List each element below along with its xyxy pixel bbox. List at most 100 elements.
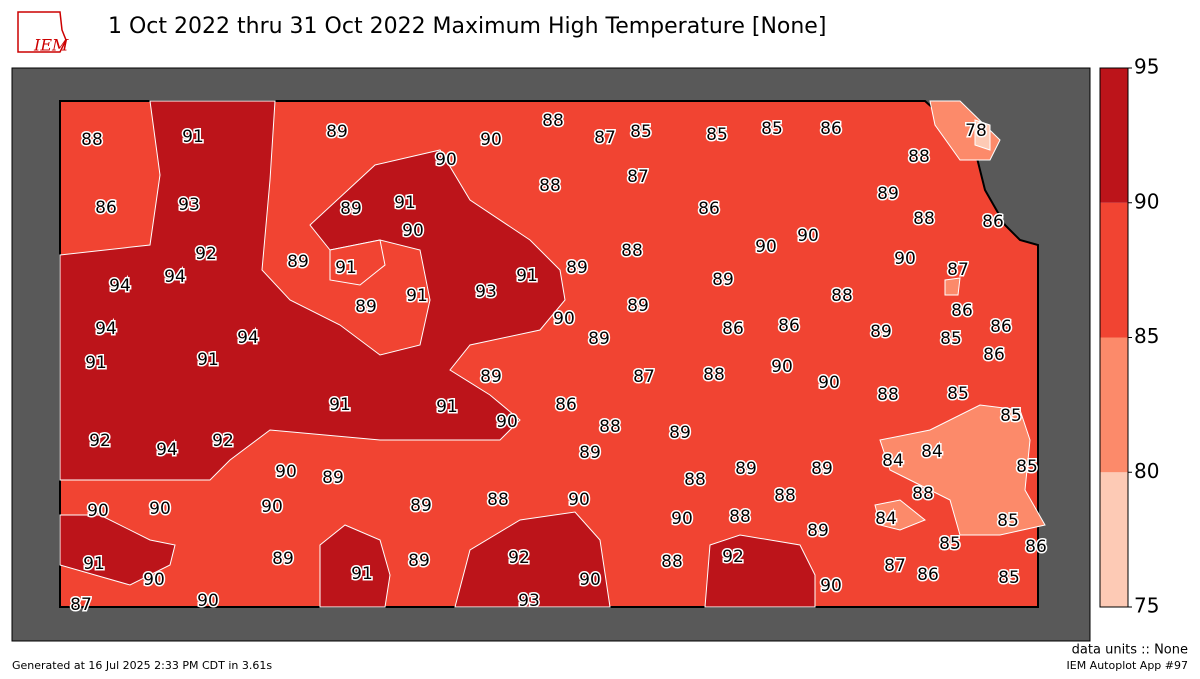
station-value: 86 (983, 345, 1005, 365)
station-value: 85 (997, 511, 1019, 531)
station-value: 89 (322, 468, 344, 488)
colorbar-tick-label: 95 (1134, 55, 1159, 79)
station-value: 86 (778, 316, 800, 336)
station-value: 86 (917, 565, 939, 585)
station-value: 90 (579, 570, 601, 590)
generated-note: Generated at 16 Jul 2025 2:33 PM CDT in … (12, 659, 272, 672)
station-value: 86 (95, 198, 117, 218)
station-value: 88 (684, 470, 706, 490)
station-value: 85 (1000, 406, 1022, 426)
station-value: 91 (329, 395, 351, 415)
station-value: 89 (272, 549, 294, 569)
colorbar-tick-label: 80 (1134, 459, 1159, 483)
station-value: 92 (722, 547, 744, 567)
station-value: 89 (712, 270, 734, 290)
station-value: 88 (729, 507, 751, 527)
station-value: 94 (109, 276, 131, 296)
station-value: 86 (820, 119, 842, 139)
station-value: 90 (755, 237, 777, 257)
station-value: 88 (831, 286, 853, 306)
units-note: data units :: None (1072, 643, 1188, 658)
station-value: 89 (326, 122, 348, 142)
station-value: 90 (261, 497, 283, 517)
contour-high (59, 100, 816, 608)
station-value: 88 (703, 365, 725, 385)
colorbar-tick-label: 85 (1134, 324, 1159, 348)
station-value: 88 (542, 111, 564, 131)
station-value: 94 (164, 267, 186, 287)
station-value: 90 (797, 226, 819, 246)
colorbar-bin (1100, 202, 1128, 338)
station-value: 87 (594, 128, 616, 148)
station-value: 94 (95, 319, 117, 339)
station-value: 85 (630, 122, 652, 142)
logo-text: IEM (33, 36, 69, 55)
station-value: 90 (568, 490, 590, 510)
station-value: 86 (555, 395, 577, 415)
station-value: 90 (275, 462, 297, 482)
colorbar-bin (1100, 337, 1128, 473)
station-value: 86 (990, 317, 1012, 337)
station-value: 85 (706, 125, 728, 145)
station-value: 92 (195, 244, 217, 264)
station-value: 89 (807, 521, 829, 541)
station-value: 89 (579, 443, 601, 463)
station-value: 87 (627, 167, 649, 187)
station-value: 92 (212, 431, 234, 451)
station-value: 84 (882, 451, 904, 471)
station-value: 86 (1025, 537, 1047, 557)
station-value: 91 (83, 554, 105, 574)
station-value: 90 (671, 509, 693, 529)
station-value: 91 (516, 266, 538, 286)
station-value: 85 (998, 568, 1020, 588)
title: 1 Oct 2022 thru 31 Oct 2022 Maximum High… (108, 14, 826, 39)
station-value: 89 (340, 199, 362, 219)
station-value: 90 (820, 576, 842, 596)
station-value: 85 (947, 384, 969, 404)
logo-outline (17, 11, 67, 53)
colorbar-tick-label: 75 (1134, 594, 1159, 618)
station-value: 87 (633, 367, 655, 387)
station-value: 88 (599, 417, 621, 437)
station-value: 90 (496, 412, 518, 432)
station-value: 91 (406, 286, 428, 306)
station-value: 91 (182, 127, 204, 147)
station-value: 91 (351, 564, 373, 584)
station-value: 89 (669, 423, 691, 443)
station-value: 89 (870, 322, 892, 342)
station-value: 92 (508, 548, 530, 568)
station-value: 86 (982, 212, 1004, 232)
contour-low (874, 100, 1046, 536)
station-value: 88 (774, 486, 796, 506)
station-value: 85 (761, 119, 783, 139)
station-value: 89 (811, 459, 833, 479)
station-value: 89 (627, 296, 649, 316)
station-value: 88 (913, 209, 935, 229)
station-value: 88 (81, 130, 103, 150)
station-value: 90 (87, 501, 109, 521)
station-value: 93 (518, 591, 540, 611)
station-value: 88 (487, 490, 509, 510)
station-value: 94 (237, 328, 259, 348)
station-value: 91 (394, 193, 416, 213)
station-value: 93 (475, 282, 497, 302)
station-value: 90 (553, 309, 575, 329)
station-value: 92 (89, 431, 111, 451)
station-value: 90 (402, 221, 424, 241)
station-value: 89 (566, 258, 588, 278)
station-value: 91 (335, 258, 357, 278)
station-value: 91 (436, 397, 458, 417)
station-value: 88 (908, 147, 930, 167)
station-value: 87 (947, 260, 969, 280)
station-value: 89 (735, 459, 757, 479)
station-value: 90 (480, 130, 502, 150)
station-value: 85 (939, 534, 961, 554)
station-value: 88 (912, 484, 934, 504)
station-value: 90 (435, 150, 457, 170)
station-value: 90 (149, 499, 171, 519)
station-value: 89 (287, 252, 309, 272)
colorbar-bin (1100, 472, 1128, 607)
station-value: 89 (877, 184, 899, 204)
station-value: 89 (410, 496, 432, 516)
